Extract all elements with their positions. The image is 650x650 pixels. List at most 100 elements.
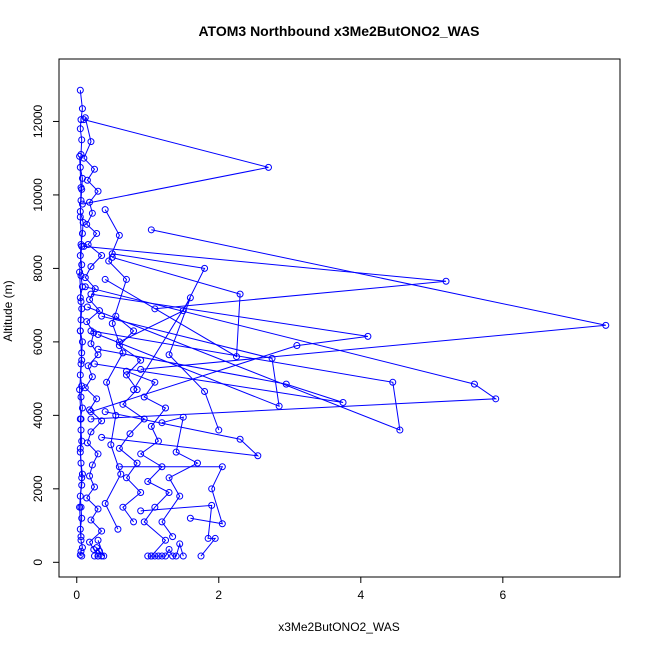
data-point [137, 489, 145, 497]
y-tick-label: 0 [31, 559, 45, 566]
data-point [98, 252, 106, 260]
y-tick-label: 8000 [31, 255, 45, 282]
series-line [79, 156, 83, 537]
data-point [86, 406, 94, 414]
data-point [101, 206, 109, 214]
data-point [133, 459, 141, 467]
data-point [268, 354, 276, 362]
series-line [104, 209, 128, 530]
data-point [158, 463, 166, 471]
data-point [103, 378, 111, 386]
data-point [88, 209, 96, 217]
data-point [76, 503, 84, 511]
series-line [87, 306, 401, 431]
data-point [140, 393, 148, 401]
series-line [83, 245, 447, 310]
data-point [76, 327, 84, 335]
y-tick-label: 6000 [31, 328, 45, 355]
data-point [115, 444, 123, 452]
data-point [165, 351, 173, 359]
data-point [80, 154, 88, 162]
data-point [81, 283, 89, 291]
data-point [94, 331, 102, 339]
data-point [83, 494, 91, 502]
data-point [98, 417, 106, 425]
data-point [293, 342, 301, 350]
data-point [122, 474, 130, 482]
series-line [94, 348, 344, 403]
data-point [87, 428, 95, 436]
data-point [78, 382, 86, 390]
data-point [201, 264, 209, 272]
y-tick-label: 10000 [31, 178, 45, 212]
y-tick-label: 12000 [31, 104, 45, 138]
data-point [179, 552, 187, 560]
data-point [94, 536, 102, 544]
data-point [218, 463, 226, 471]
series-line [90, 293, 368, 413]
data-point [169, 552, 177, 560]
data-point [94, 345, 102, 353]
data-point [186, 294, 194, 302]
data-point [119, 349, 127, 357]
data-point [137, 507, 145, 515]
data-point [108, 250, 116, 258]
data-point [470, 380, 478, 388]
series-line [161, 416, 199, 537]
y-tick-label: 2000 [31, 475, 45, 502]
data-point [130, 327, 138, 335]
data-point [193, 459, 201, 467]
data-point [76, 213, 84, 221]
data-point [264, 163, 272, 171]
data-point [208, 501, 216, 509]
data-point [162, 536, 170, 544]
series-line [147, 542, 184, 557]
data-point [122, 275, 130, 283]
data-point [78, 356, 86, 364]
series-line [79, 90, 84, 557]
data-point [115, 231, 123, 239]
data-point [236, 435, 244, 443]
data-point [282, 380, 290, 388]
data-point [78, 200, 86, 208]
data-point [91, 483, 99, 491]
data-point [137, 450, 145, 458]
data-point [83, 439, 91, 447]
data-point [80, 242, 88, 250]
data-point [78, 105, 86, 113]
data-point [233, 353, 241, 361]
series-line [140, 504, 217, 557]
data-point [172, 552, 180, 560]
data-point [108, 253, 116, 261]
data-point [83, 303, 91, 311]
series-line [133, 297, 220, 431]
data-point [162, 552, 170, 560]
data-point [94, 187, 102, 195]
data-point [154, 437, 162, 445]
data-point [186, 514, 194, 522]
data-point [105, 257, 113, 265]
data-point [83, 318, 91, 326]
data-point [179, 307, 187, 315]
data-point [87, 290, 95, 298]
data-point [176, 492, 184, 500]
data-point [147, 422, 155, 430]
data-point [130, 518, 138, 526]
data-point [396, 426, 404, 434]
data-point [98, 312, 106, 320]
data-point [140, 415, 148, 423]
data-point [86, 472, 94, 480]
data-point [95, 547, 103, 555]
data-point [77, 297, 85, 305]
y-axis-label: Altitude (m) [1, 280, 15, 341]
data-point [87, 327, 95, 335]
data-point [98, 433, 106, 441]
data-point [114, 525, 122, 533]
data-point [218, 520, 226, 528]
data-point [93, 395, 101, 403]
data-point [76, 386, 84, 394]
data-point [78, 514, 86, 522]
series-line [101, 411, 260, 457]
data-point [84, 241, 92, 249]
data-point [83, 176, 91, 184]
